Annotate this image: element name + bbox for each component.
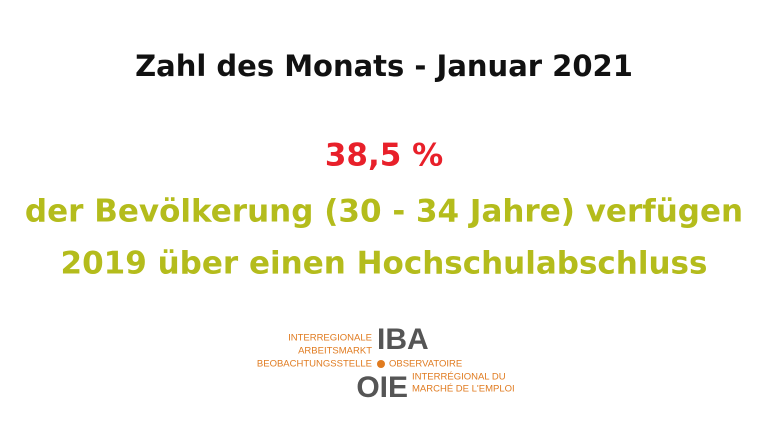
highlight-line: der Bevölkerung (30 - 34 Jahre) verfügen (25, 194, 743, 230)
logo-text: OBSERVATOIRE (389, 359, 462, 370)
logo-text: BEOBACHTUNGSSTELLE (257, 359, 372, 370)
logo-text: MARCHÉ DE L'EMPLOI (412, 384, 515, 395)
logo-dot (377, 360, 385, 368)
highlight-line: 2019 über einen Hochschulabschluss (61, 246, 708, 282)
logo-text: INTERRÉGIONAL DU (412, 372, 506, 383)
logo-text: ARBEITSMARKT (298, 346, 372, 357)
title: Zahl des Monats - Januar 2021 (135, 49, 633, 83)
highlight-value: 38,5 % (325, 138, 443, 174)
logo: INTERREGIONALE ARBEITSMARKT BEOBACHTUNGS… (257, 323, 515, 404)
logo-acronym: OIE (356, 371, 408, 404)
logo-acronym: IBA (377, 323, 429, 356)
logo-text: INTERREGIONALE (288, 333, 372, 344)
